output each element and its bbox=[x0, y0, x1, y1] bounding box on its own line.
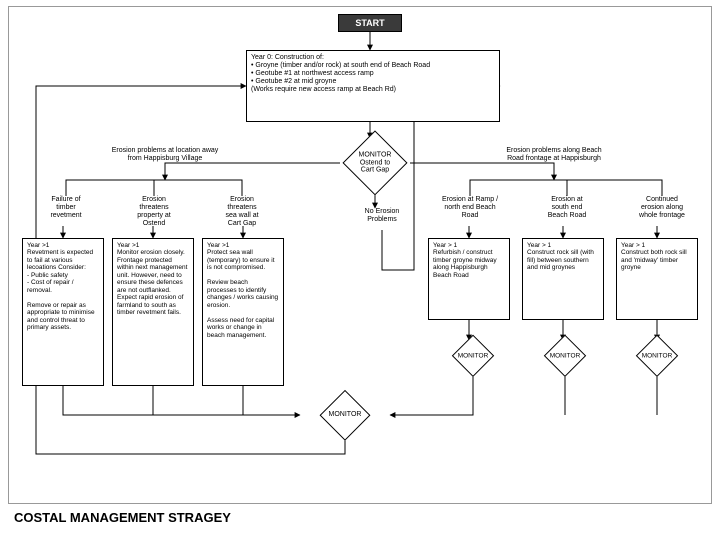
diamond-mon_d_btm: MONITOR bbox=[300, 396, 390, 434]
label-l_ostend: Erosionthreatensproperty atOstend bbox=[118, 196, 190, 228]
diamond-mon_d3: MONITOR bbox=[622, 340, 692, 372]
flowchart-canvas: START Year 0: Construction of:• Groyne (t… bbox=[0, 0, 720, 540]
label-lbl_noero: No ErosionProblems bbox=[354, 208, 410, 224]
box-box_e: Year > 1Construct rock sill (with fill) … bbox=[522, 238, 604, 320]
box-box_a: Year >1Revetment is expected to fail at … bbox=[22, 238, 104, 386]
label-l_fail: Failure oftimberrevetment bbox=[30, 196, 102, 220]
box-start: START bbox=[338, 14, 402, 32]
diagram-caption: COSTAL MANAGEMENT STRAGEY bbox=[14, 510, 231, 525]
label-r_ramp: Erosion at Ramp /north end BeachRoad bbox=[428, 196, 512, 220]
label-r_cont: Continuederosion alongwhole frontage bbox=[620, 196, 704, 220]
box-box_d: Year > 1Refurbish / construct timber gro… bbox=[428, 238, 510, 320]
diamond-mon_d2: MONITOR bbox=[530, 340, 600, 372]
diamond-mon_d1: MONITOR bbox=[438, 340, 508, 372]
box-box_f: Year > 1Construct both rock sill and 'mi… bbox=[616, 238, 698, 320]
label-r_south: Erosion atsouth endBeach Road bbox=[528, 196, 606, 220]
box-year0: Year 0: Construction of:• Groyne (timber… bbox=[246, 50, 500, 122]
box-box_b: Year >1Monitor erosion closely. Frontage… bbox=[112, 238, 194, 386]
label-l_cart: Erosionthreatenssea wall atCart Gap bbox=[206, 196, 278, 228]
diamond-monitor_d: MONITOROstend toCart Gap bbox=[340, 138, 410, 188]
box-box_c: Year >1Protect sea wall (temporary) to e… bbox=[202, 238, 284, 386]
label-lbl_right: Erosion problems along BeachRoad frontag… bbox=[454, 147, 654, 163]
label-lbl_left: Erosion problems at location awayfrom Ha… bbox=[70, 147, 260, 163]
